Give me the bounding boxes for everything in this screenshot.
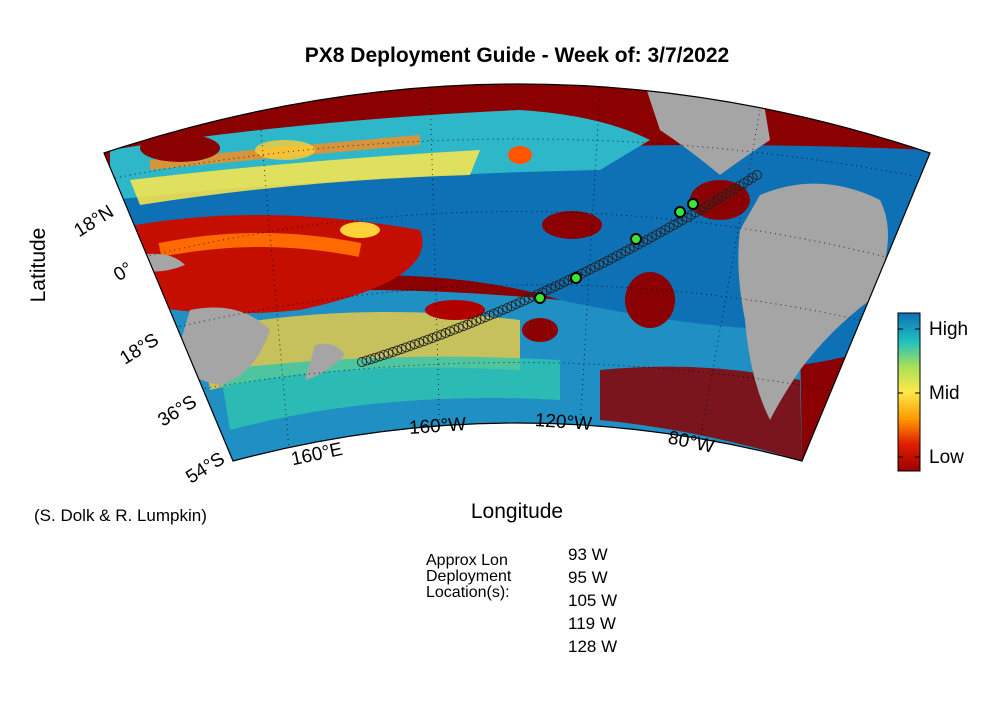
track-point	[423, 334, 433, 345]
x-axis-label: Longitude	[471, 500, 563, 523]
deployment-longitude: 95 W	[568, 568, 608, 587]
track-point	[585, 264, 596, 275]
track-point	[502, 303, 513, 314]
track-point	[458, 321, 469, 332]
credit-text: (S. Dolk & R. Lumpkin)	[34, 506, 207, 525]
colorbar-label-high: High	[929, 319, 968, 340]
lat-label-18s: 18°S	[116, 329, 162, 369]
track-point	[357, 357, 367, 367]
track-point	[506, 301, 517, 312]
colorbar-ticks	[898, 328, 920, 458]
track-point	[449, 324, 460, 335]
deployment-marker	[534, 292, 546, 304]
track-point	[361, 355, 372, 366]
deployment-marker	[687, 198, 699, 210]
y-axis-label: Latitude	[27, 228, 50, 303]
deployment-label-line: Approx Lon	[426, 552, 508, 569]
track-point	[409, 339, 420, 350]
deployment-longitude: 119 W	[568, 614, 616, 633]
deployment-label-line: Deployment	[426, 568, 512, 585]
map-frame	[103, 83, 931, 462]
deployment-longitude: 105 W	[568, 591, 618, 610]
track-point	[392, 345, 403, 356]
track-point	[480, 312, 491, 323]
track-point	[541, 285, 552, 296]
lat-label-36s: 36°S	[154, 391, 200, 431]
track-point	[471, 315, 482, 326]
track-point	[374, 351, 385, 362]
lat-label-0: 0°	[110, 258, 137, 285]
track-point	[519, 295, 530, 306]
track-point	[594, 259, 605, 270]
track-point	[462, 319, 473, 330]
deployment-longitudes: 93 W 95 W 105 W 119 W 128 W	[568, 543, 617, 658]
track-point	[515, 297, 526, 308]
track-point	[370, 352, 381, 363]
track-point	[365, 354, 376, 365]
track-point	[475, 314, 486, 325]
track-point	[510, 299, 521, 310]
deployment-longitude: 93 W	[568, 545, 608, 564]
track-point	[493, 306, 504, 317]
deployment-marker	[570, 272, 582, 284]
track-point	[488, 308, 499, 319]
map-panel	[104, 84, 930, 461]
colorbar-label-low: Low	[929, 447, 964, 468]
lon-label-160w: 160°W	[408, 414, 467, 439]
track-point	[436, 329, 447, 340]
track-point	[445, 326, 455, 337]
track-point	[581, 266, 592, 277]
track-point	[414, 337, 425, 348]
track-point	[387, 347, 398, 357]
track-point	[559, 277, 570, 288]
lat-label-54s: 54°S	[182, 448, 228, 488]
colorbar	[897, 312, 921, 472]
deployment-label: Approx Lon Deployment Location(s):	[426, 553, 511, 601]
deployment-longitude: 128 W	[568, 637, 618, 656]
track-point	[497, 304, 508, 315]
track-point	[752, 170, 762, 180]
colorbar-label-mid: Mid	[929, 383, 960, 404]
lon-label-120w: 120°W	[534, 410, 593, 435]
chart-title: PX8 Deployment Guide - Week of: 3/7/2022	[305, 44, 729, 67]
track-point	[546, 283, 556, 294]
deployment-marker	[630, 233, 642, 245]
track-point	[550, 281, 561, 292]
track-point	[396, 344, 407, 354]
track-point	[405, 340, 416, 351]
track-point	[418, 336, 429, 347]
track-point	[401, 342, 411, 353]
track-point	[598, 257, 609, 268]
ship-track	[357, 170, 762, 367]
deployment-marker	[674, 206, 686, 218]
track-point	[484, 310, 495, 321]
track-point	[466, 317, 477, 328]
track-point	[427, 333, 438, 343]
deployment-label-line: Location(s):	[426, 584, 510, 601]
track-point	[524, 293, 534, 304]
track-point	[383, 348, 394, 359]
track-point	[453, 322, 464, 333]
track-point	[431, 331, 442, 342]
track-point	[440, 328, 451, 338]
lat-label-18n: 18°N	[71, 201, 118, 241]
track-point	[379, 349, 389, 360]
